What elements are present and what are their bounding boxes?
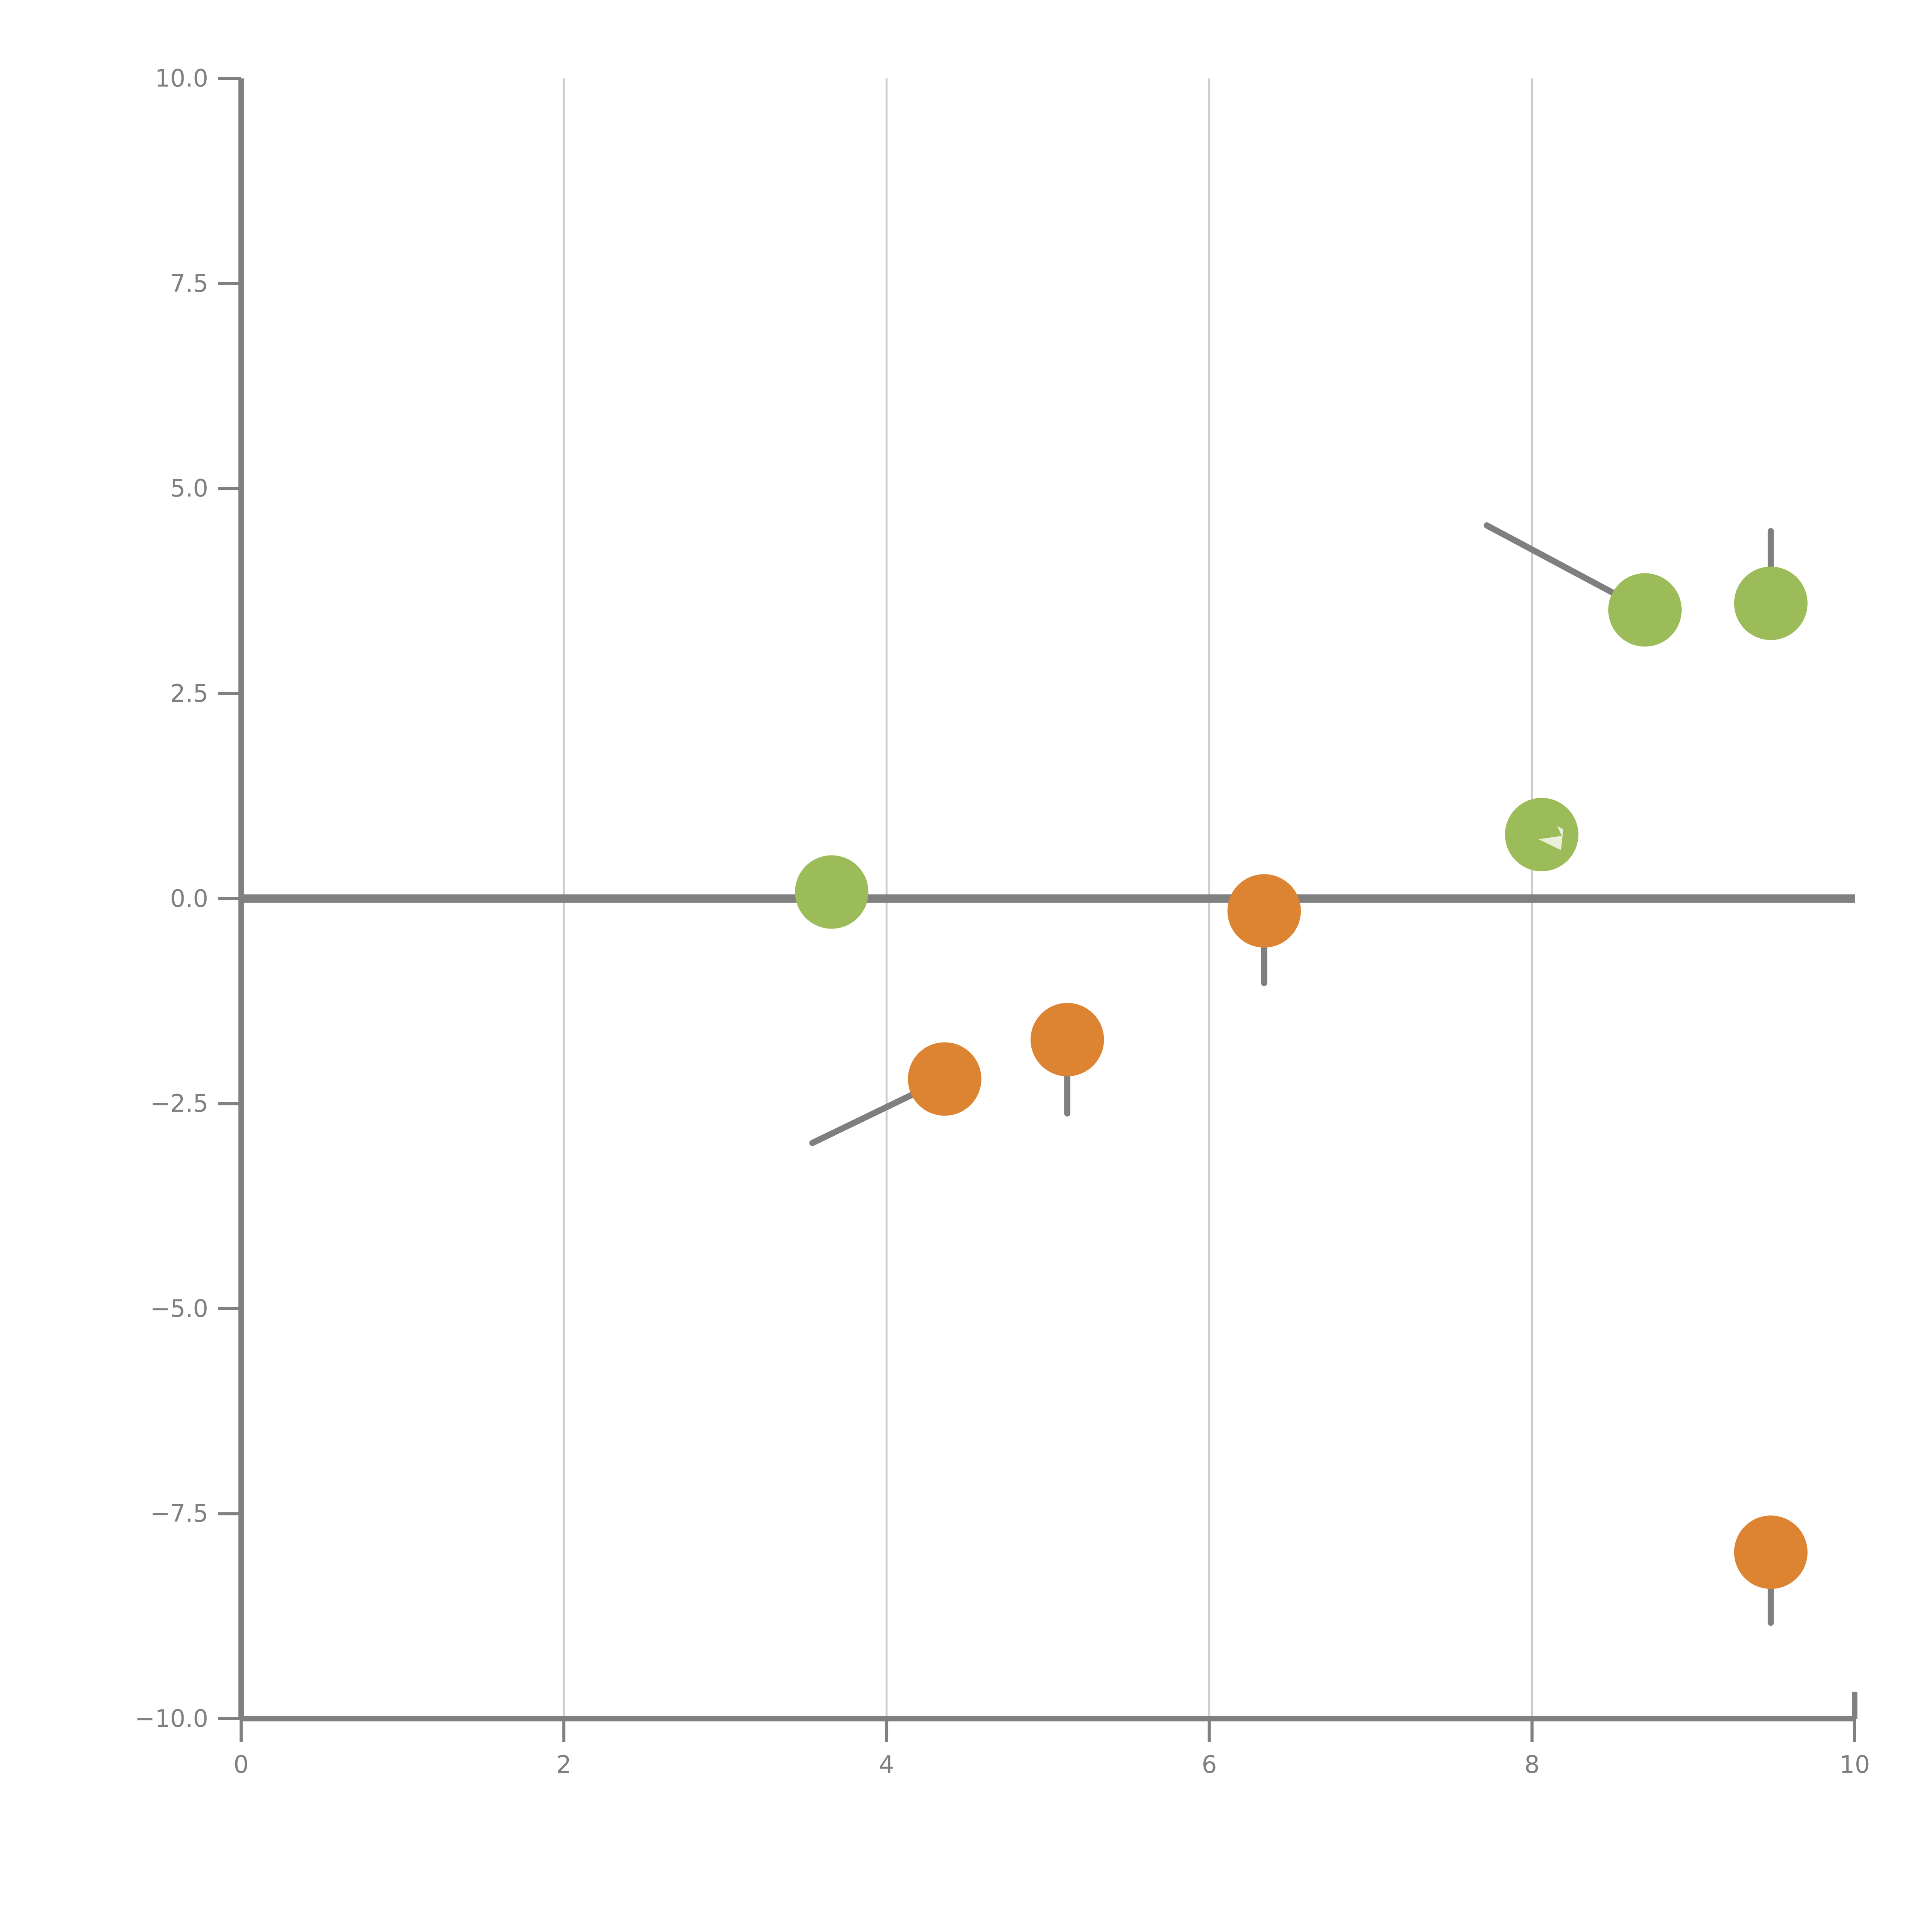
data-point-1[interactable] xyxy=(908,1042,981,1116)
data-point-6[interactable] xyxy=(1734,566,1808,640)
data-point-7[interactable] xyxy=(1734,1515,1808,1589)
ytick-label: 10.0 xyxy=(155,64,208,92)
data-markers[interactable] xyxy=(795,566,1808,1589)
ytick-label: 7.5 xyxy=(170,269,208,298)
xtick-label: 8 xyxy=(1524,1750,1540,1779)
xtick-label: 10 xyxy=(1839,1750,1870,1779)
ytick-label: −10.0 xyxy=(135,1704,208,1733)
ytick-label: 0.0 xyxy=(170,884,208,913)
data-point-3[interactable] xyxy=(1227,874,1301,948)
data-point-4[interactable] xyxy=(1505,798,1578,871)
data-point-0[interactable] xyxy=(795,855,869,929)
marker-arrow-icon xyxy=(1538,826,1563,850)
xtick-label: 6 xyxy=(1201,1750,1217,1779)
ytick-label: 5.0 xyxy=(170,474,208,503)
data-point-5[interactable] xyxy=(1608,573,1682,647)
xtick-label: 0 xyxy=(233,1750,249,1779)
xtick-label: 2 xyxy=(556,1750,571,1779)
ytick-label: −7.5 xyxy=(150,1499,208,1528)
ytick-label: −2.5 xyxy=(150,1089,208,1118)
axis-ticks xyxy=(218,77,1856,1742)
ytick-label: 2.5 xyxy=(170,679,208,707)
xtick-label: 4 xyxy=(879,1750,895,1779)
ytick-label: −5.0 xyxy=(150,1294,208,1323)
data-point-2[interactable] xyxy=(1031,1003,1104,1077)
